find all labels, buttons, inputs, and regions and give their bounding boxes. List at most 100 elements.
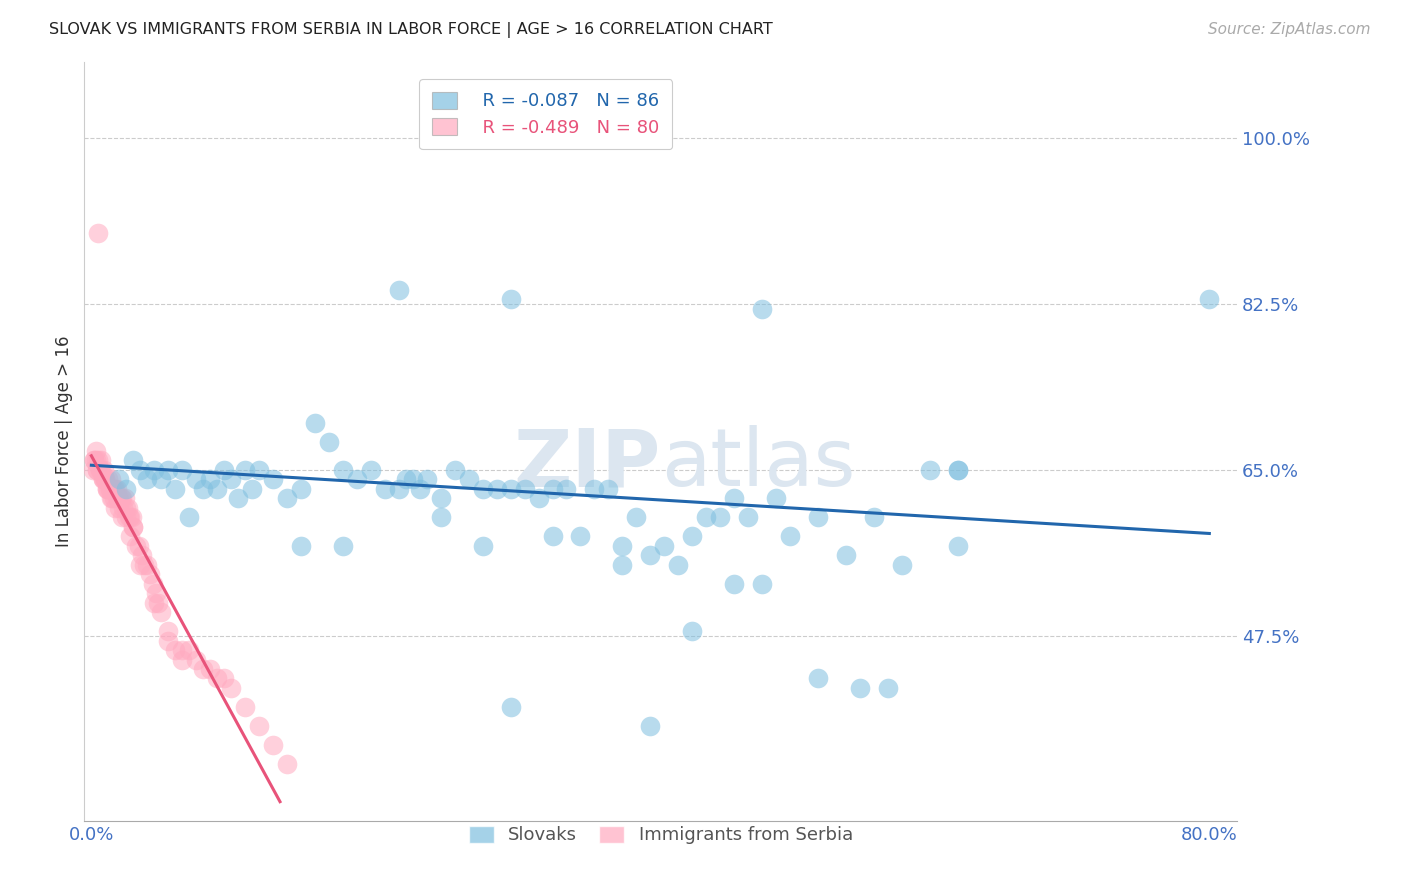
Point — [105, 491, 128, 506]
Point — [219, 473, 242, 487]
Point — [179, 643, 201, 657]
Point — [112, 500, 135, 515]
Point — [402, 473, 425, 487]
Point — [485, 482, 508, 496]
Point — [765, 491, 787, 506]
Point — [115, 510, 138, 524]
Point — [737, 510, 759, 524]
Point — [1198, 293, 1220, 307]
Point — [409, 482, 432, 496]
Point — [101, 482, 124, 496]
Point — [429, 491, 451, 506]
Point — [136, 558, 159, 572]
Point — [395, 473, 418, 487]
Point — [612, 539, 634, 553]
Point — [416, 473, 439, 487]
Point — [807, 672, 830, 686]
Point — [695, 510, 717, 524]
Point — [583, 482, 606, 496]
Point — [276, 756, 298, 771]
Point — [91, 473, 114, 487]
Point — [128, 539, 150, 553]
Point — [290, 539, 312, 553]
Point — [247, 463, 270, 477]
Point — [457, 473, 479, 487]
Point — [157, 624, 180, 639]
Point — [652, 539, 675, 553]
Point — [172, 463, 194, 477]
Point — [108, 491, 131, 506]
Point — [946, 463, 969, 477]
Point — [723, 491, 745, 506]
Point — [104, 482, 127, 496]
Point — [877, 681, 900, 695]
Point — [93, 463, 115, 477]
Point — [139, 567, 162, 582]
Point — [118, 510, 141, 524]
Point — [598, 482, 620, 496]
Point — [122, 453, 145, 467]
Point — [110, 491, 132, 506]
Point — [96, 482, 118, 496]
Point — [374, 482, 396, 496]
Point — [709, 510, 731, 524]
Point — [332, 463, 354, 477]
Point — [499, 700, 522, 714]
Point — [103, 482, 125, 496]
Point — [541, 482, 564, 496]
Point — [779, 529, 801, 543]
Point — [807, 510, 830, 524]
Point — [97, 482, 120, 496]
Point — [205, 672, 228, 686]
Text: SLOVAK VS IMMIGRANTS FROM SERBIA IN LABOR FORCE | AGE > 16 CORRELATION CHART: SLOVAK VS IMMIGRANTS FROM SERBIA IN LABO… — [49, 22, 773, 38]
Point — [172, 652, 194, 666]
Point — [120, 529, 142, 543]
Point — [290, 482, 312, 496]
Point — [157, 463, 180, 477]
Point — [96, 482, 118, 496]
Point — [751, 301, 773, 316]
Point — [640, 548, 662, 563]
Point — [612, 558, 634, 572]
Point — [111, 491, 134, 506]
Point — [527, 491, 550, 506]
Point — [90, 463, 112, 477]
Point — [84, 453, 107, 467]
Point — [186, 652, 208, 666]
Point — [360, 463, 382, 477]
Point — [101, 491, 124, 506]
Point — [212, 463, 235, 477]
Point — [219, 681, 242, 695]
Point — [388, 283, 411, 297]
Point — [471, 539, 494, 553]
Point — [142, 576, 165, 591]
Point — [191, 662, 214, 676]
Point — [143, 596, 166, 610]
Point — [890, 558, 912, 572]
Point — [115, 500, 138, 515]
Point — [143, 463, 166, 477]
Point — [89, 463, 111, 477]
Point — [97, 473, 120, 487]
Point — [131, 548, 153, 563]
Point — [122, 520, 145, 534]
Point — [443, 463, 465, 477]
Point — [134, 558, 156, 572]
Point — [93, 473, 115, 487]
Point — [100, 473, 122, 487]
Point — [82, 463, 104, 477]
Point — [835, 548, 858, 563]
Point — [108, 500, 131, 515]
Point — [569, 529, 592, 543]
Point — [751, 576, 773, 591]
Point — [346, 473, 368, 487]
Point — [121, 510, 143, 524]
Point — [388, 482, 411, 496]
Point — [107, 491, 129, 506]
Point — [499, 482, 522, 496]
Point — [499, 293, 522, 307]
Point — [115, 482, 138, 496]
Point — [148, 596, 170, 610]
Point — [666, 558, 689, 572]
Point — [471, 482, 494, 496]
